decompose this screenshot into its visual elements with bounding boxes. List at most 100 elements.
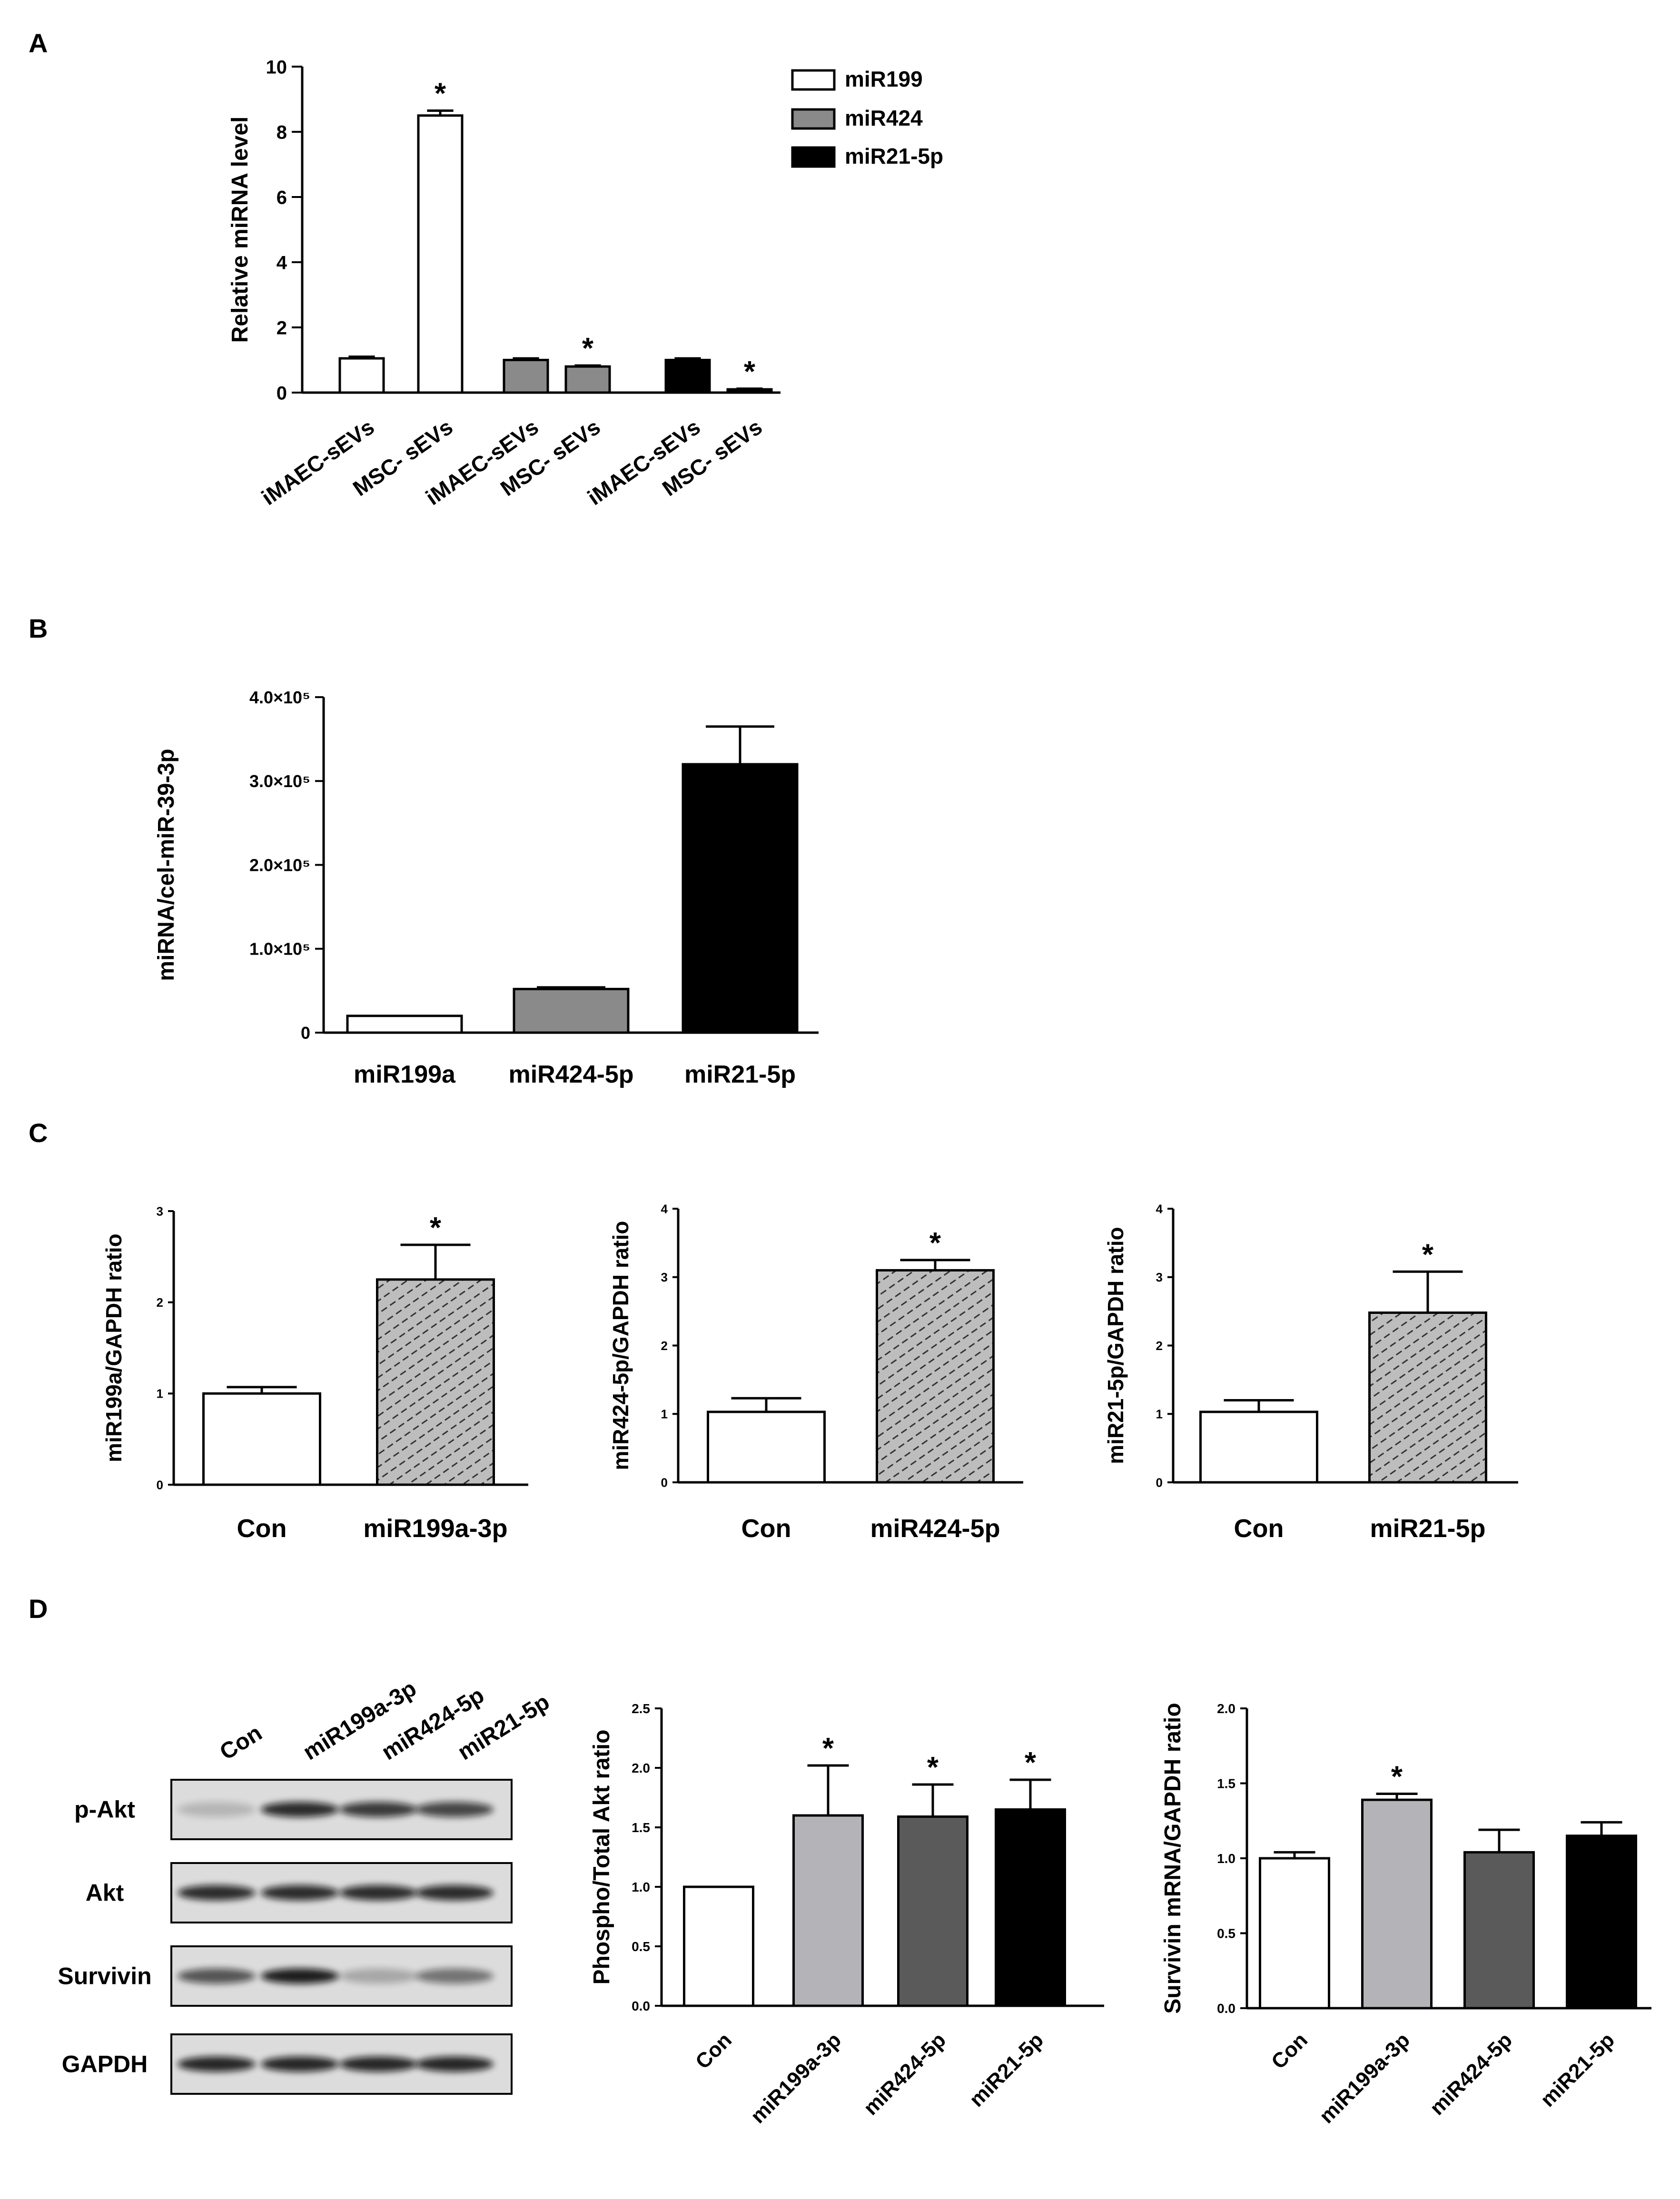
blot-band bbox=[261, 1885, 339, 1901]
y-tick-label: 0 bbox=[1156, 1475, 1163, 1489]
panel-label-b: B bbox=[29, 613, 48, 643]
bar bbox=[513, 987, 630, 1034]
blot-band bbox=[178, 1802, 256, 1817]
y-tick-label: 1 bbox=[661, 1407, 668, 1421]
legend-label: miR424 bbox=[845, 106, 923, 130]
y-tick-label: 1 bbox=[157, 1387, 163, 1401]
blot-band bbox=[415, 1885, 494, 1901]
significance-star: * bbox=[1025, 1746, 1037, 1779]
y-tick-label: 4 bbox=[277, 252, 287, 273]
y-tick-label: 0 bbox=[277, 383, 287, 404]
panel-label-d: D bbox=[29, 1594, 48, 1624]
y-tick-label: 6 bbox=[277, 187, 287, 208]
blot-row-label: GAPDH bbox=[62, 2051, 148, 2078]
y-tick-label: 3.0×10⁵ bbox=[249, 771, 310, 791]
bar bbox=[376, 1278, 495, 1486]
panel-label-c: C bbox=[29, 1118, 48, 1148]
lane-label: Con bbox=[216, 1720, 267, 1765]
category-label: miR21-5p bbox=[684, 1061, 796, 1088]
significance-star: * bbox=[1422, 1238, 1434, 1271]
y-tick-label: 10 bbox=[266, 57, 287, 78]
chart-b-mirna-cel-mir-39: 0 1.0×10⁵ 2.0×10⁵ 3.0×10⁵ 4.0×10⁵ miRNA/cel-m… bbox=[154, 688, 819, 1088]
category-label: Con bbox=[237, 1514, 287, 1543]
y-tick-label: 0 bbox=[661, 1475, 668, 1489]
bar bbox=[683, 1885, 754, 2007]
y-axis-label: miR199a/GAPDH ratio bbox=[101, 1233, 126, 1462]
bar bbox=[664, 359, 711, 394]
y-axis-label: miR424-5p/GAPDH ratio bbox=[608, 1221, 633, 1470]
category-label: miR424-5p bbox=[509, 1061, 634, 1088]
significance-star: * bbox=[744, 355, 756, 388]
y-tick-label: 0.5 bbox=[632, 1939, 650, 1954]
western-blot: Con miR199a-3pmiR424-5pmiR21-5pp-AktAktSu… bbox=[58, 1676, 554, 2095]
bar bbox=[726, 388, 773, 394]
y-tick-label: 4.0×10⁵ bbox=[249, 688, 310, 707]
y-tick-label: 4 bbox=[1156, 1202, 1163, 1216]
y-tick-label: 2.0×10⁵ bbox=[249, 855, 310, 875]
category-label: miR199a-3p bbox=[363, 1514, 507, 1543]
y-tick-label: 8 bbox=[277, 122, 287, 143]
category-label: miR21-5p bbox=[1536, 2028, 1619, 2111]
category-label: Con bbox=[691, 2028, 736, 2073]
y-tick-label: 2 bbox=[157, 1295, 163, 1310]
category-label: miR424-5p bbox=[870, 1514, 1000, 1543]
legend-swatch bbox=[791, 69, 836, 91]
bar bbox=[1361, 1798, 1433, 2010]
y-tick-label: 4 bbox=[661, 1202, 668, 1216]
bar bbox=[707, 1410, 826, 1484]
y-tick-label: 3 bbox=[157, 1204, 163, 1218]
chart-c1-mir199a-ratio: 0 1 2 3 miR199a/GAPDH ratio Con * miR199a-3p bbox=[101, 1204, 528, 1543]
y-tick-label: 2.5 bbox=[632, 1701, 650, 1716]
category-label: miR21-5p bbox=[1370, 1514, 1485, 1543]
bar bbox=[1566, 1834, 1637, 2010]
category-label: miR424-5p bbox=[1425, 2028, 1517, 2120]
bar bbox=[876, 1269, 995, 1484]
y-axis-label: Phospho/Total Akt ratio bbox=[589, 1730, 614, 1985]
y-tick-label: 0.0 bbox=[632, 1999, 650, 2013]
y-tick-label: 0 bbox=[301, 1023, 310, 1043]
legend-swatch bbox=[791, 108, 836, 130]
category-label: miR199a-3p bbox=[746, 2028, 846, 2128]
significance-star: * bbox=[927, 1751, 939, 1784]
blot-band bbox=[178, 1968, 256, 1984]
blot-band bbox=[415, 2056, 494, 2072]
blot-band bbox=[261, 2056, 339, 2072]
y-axis-label: miR21-5p/GAPDH ratio bbox=[1103, 1227, 1128, 1464]
bar bbox=[1463, 1851, 1535, 2010]
y-tick-label: 1.0 bbox=[632, 1880, 650, 1894]
category-label: miR21-5p bbox=[965, 2028, 1048, 2111]
bar bbox=[995, 1808, 1066, 2007]
blot-row-label: Survivin bbox=[58, 1963, 151, 1990]
y-tick-label: 2 bbox=[277, 317, 287, 338]
bar bbox=[338, 357, 385, 394]
chart-c2-mir424-ratio: 0 1 2 3 4 miR424-5p/GAPDH ratio Con * miR424-5p bbox=[608, 1202, 1023, 1543]
significance-star: * bbox=[430, 1212, 442, 1244]
y-tick-label: 1.0 bbox=[1217, 1851, 1235, 1866]
category-label: Con bbox=[1267, 2028, 1312, 2073]
bar bbox=[202, 1392, 321, 1486]
y-tick-label: 1.5 bbox=[632, 1820, 650, 1835]
significance-star: * bbox=[929, 1227, 941, 1260]
y-tick-label: 2 bbox=[661, 1339, 668, 1353]
category-label: Con bbox=[741, 1514, 791, 1543]
y-tick-label: 1.0×10⁵ bbox=[249, 939, 310, 959]
bar bbox=[346, 1015, 463, 1034]
chart-d3-survivin-ratio: 0.0 0.5 1.0 1.5 2.0 Survivin mRNA/GAPDH ratio… bbox=[1160, 1701, 1651, 2128]
chart-d2-phospho-akt-ratio: 0.0 0.5 1.0 1.5 2.0 2.5 Phospho/Total Akt rati… bbox=[589, 1701, 1104, 2128]
blot-band bbox=[339, 1802, 417, 1817]
y-tick-label: 0.0 bbox=[1217, 2001, 1235, 2016]
y-tick-label: 2 bbox=[1156, 1339, 1163, 1353]
blot-band bbox=[415, 1968, 494, 1984]
y-tick-label: 3 bbox=[1156, 1270, 1163, 1284]
significance-star: * bbox=[822, 1732, 834, 1765]
y-axis-label: Relative miRNA level bbox=[227, 117, 253, 343]
bar bbox=[1199, 1410, 1318, 1484]
blot-band bbox=[339, 1885, 417, 1901]
blot-band bbox=[339, 2056, 417, 2072]
y-tick-label: 0 bbox=[157, 1478, 163, 1492]
legend-swatch bbox=[791, 146, 836, 168]
bar bbox=[1259, 1857, 1330, 2010]
blot-band bbox=[261, 1802, 339, 1817]
bar bbox=[682, 763, 799, 1034]
